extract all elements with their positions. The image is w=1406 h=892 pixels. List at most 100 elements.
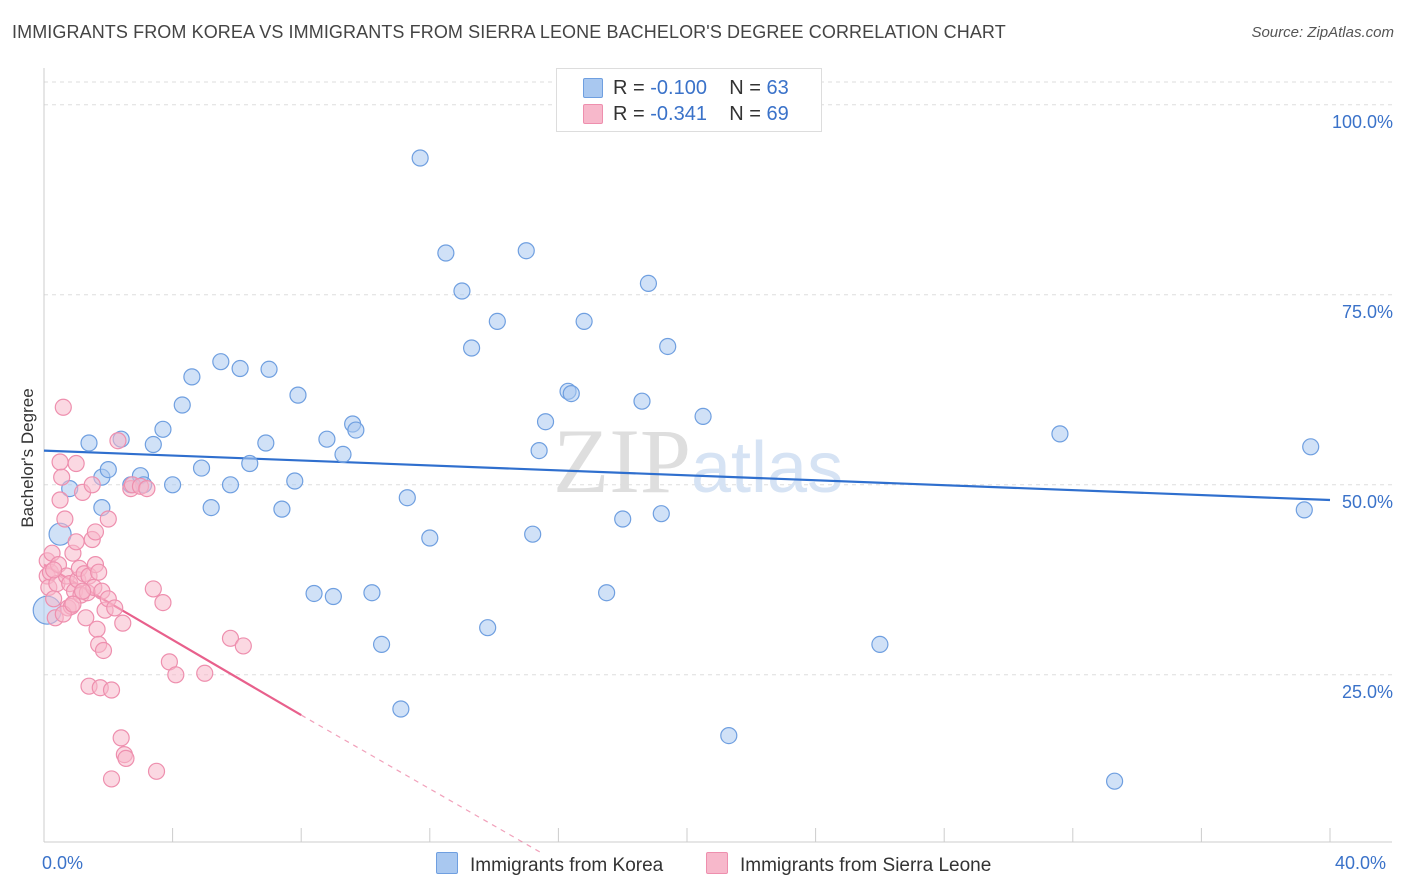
data-point xyxy=(720,726,738,745)
data-point xyxy=(88,620,106,638)
data-point xyxy=(372,635,391,654)
data-point xyxy=(94,641,113,660)
data-point xyxy=(112,729,130,747)
trend-line-0 xyxy=(43,449,1331,502)
bottom-legend-swatch-sierra-leone xyxy=(706,852,728,874)
data-point xyxy=(56,510,74,528)
n-value-korea: 63 xyxy=(766,77,789,99)
data-point xyxy=(45,561,63,579)
legend-text-sierra-leone: R = -0.341 N = 69 xyxy=(613,103,789,126)
x-tick-label-min: 0.0% xyxy=(42,853,84,873)
n-label: N = xyxy=(729,103,761,125)
bottom-legend-label-sierra-leone: Immigrants from Sierra Leone xyxy=(740,855,992,876)
data-point xyxy=(633,392,651,410)
data-point xyxy=(347,421,365,439)
data-point xyxy=(1105,772,1124,790)
data-point xyxy=(479,619,497,637)
data-point xyxy=(614,510,632,528)
data-point xyxy=(530,442,548,460)
legend-swatch-sierra-leone xyxy=(583,104,603,124)
r-label: R = xyxy=(613,77,645,99)
data-point xyxy=(73,582,92,600)
data-point xyxy=(99,461,117,479)
data-points xyxy=(32,149,1320,790)
data-point xyxy=(273,500,291,518)
data-point xyxy=(212,353,230,371)
data-point xyxy=(54,398,72,416)
data-point xyxy=(1295,501,1313,519)
data-point xyxy=(488,312,506,330)
bottom-legend-swatch-korea xyxy=(436,852,458,874)
n-label: N = xyxy=(729,77,761,99)
data-point xyxy=(64,595,82,613)
data-point xyxy=(318,430,336,448)
data-point xyxy=(167,666,185,684)
data-point xyxy=(524,525,542,543)
data-point xyxy=(67,533,85,551)
data-point xyxy=(639,274,658,292)
data-point xyxy=(67,454,85,473)
data-point xyxy=(289,386,307,404)
n-value-sierra-leone: 69 xyxy=(766,103,789,125)
legend-swatch-korea xyxy=(583,78,603,98)
data-point xyxy=(77,609,95,627)
data-point xyxy=(154,420,172,438)
y-axis-label: Bachelor's Degree xyxy=(18,388,37,528)
data-point xyxy=(114,614,132,632)
data-point xyxy=(392,700,410,718)
data-point xyxy=(659,337,677,356)
data-point xyxy=(154,593,172,612)
data-point xyxy=(90,563,108,581)
data-point xyxy=(575,312,593,330)
data-point xyxy=(51,453,69,471)
data-point xyxy=(109,432,127,450)
data-point xyxy=(164,476,182,494)
data-point xyxy=(102,770,121,788)
y-tick-label: 75.0% xyxy=(1341,301,1393,322)
data-point xyxy=(221,629,240,647)
watermark-atlas: atlas xyxy=(691,428,843,508)
data-point xyxy=(324,587,342,606)
data-point xyxy=(144,435,162,454)
legend: R = -0.100 N = 63 R = -0.341 N = 69 xyxy=(556,68,822,132)
grid-lines xyxy=(44,81,1392,676)
data-point xyxy=(241,454,259,473)
data-point xyxy=(117,749,135,768)
data-point xyxy=(138,480,156,498)
data-point xyxy=(598,584,616,602)
data-point xyxy=(421,529,439,547)
data-point xyxy=(462,339,481,357)
data-point xyxy=(1051,425,1069,443)
data-point xyxy=(334,445,352,463)
data-point xyxy=(192,459,211,477)
data-point xyxy=(83,476,101,494)
data-point xyxy=(286,472,304,490)
data-point xyxy=(99,510,117,528)
watermark: ZIPatlas xyxy=(553,410,843,512)
data-point xyxy=(183,368,201,386)
data-point xyxy=(363,584,381,602)
data-point xyxy=(453,282,471,300)
r-label: R = xyxy=(613,103,645,125)
data-point xyxy=(652,505,670,523)
r-value-korea: -0.100 xyxy=(650,77,707,99)
source-label: Source: ZipAtlas.com xyxy=(1251,24,1394,41)
data-point xyxy=(562,385,580,403)
data-point xyxy=(411,149,429,167)
bottom-legend-korea: Immigrants from Korea xyxy=(436,852,663,877)
data-point xyxy=(80,434,98,452)
data-point xyxy=(196,664,214,682)
data-point xyxy=(871,635,889,654)
data-point xyxy=(106,599,124,617)
watermark-zip: ZIP xyxy=(553,410,691,512)
legend-text-korea: R = -0.100 N = 63 xyxy=(613,77,789,100)
data-point xyxy=(257,434,275,452)
data-point xyxy=(231,359,249,378)
bottom-legend-label-korea: Immigrants from Korea xyxy=(470,855,664,876)
data-point xyxy=(221,476,240,494)
data-point xyxy=(694,407,712,425)
data-point xyxy=(173,396,191,414)
bottom-legend-sierra-leone: Immigrants from Sierra Leone xyxy=(706,852,991,877)
series-1 xyxy=(38,398,252,788)
